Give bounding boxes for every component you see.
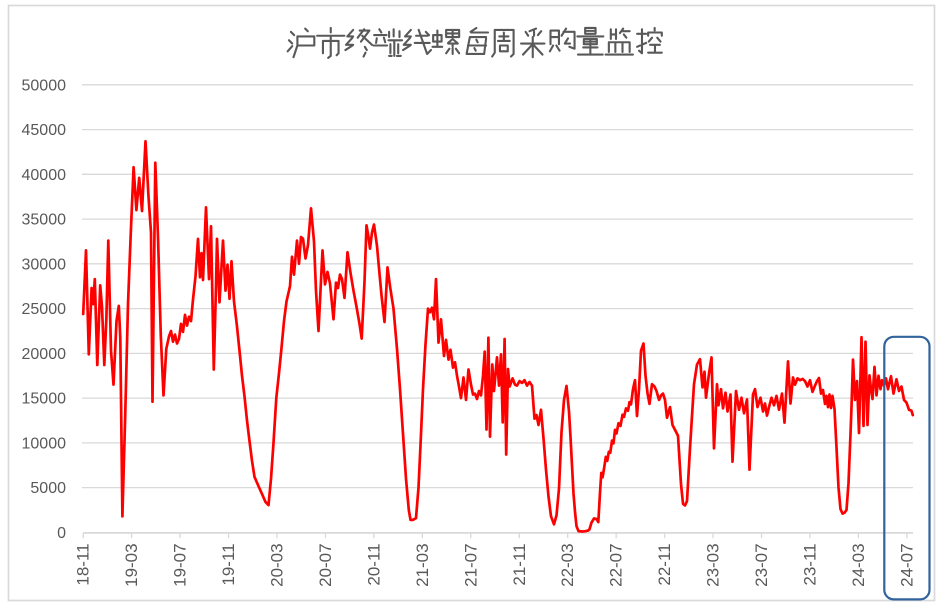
svg-text:30000: 30000 [22, 256, 67, 273]
svg-text:19-07: 19-07 [171, 543, 190, 586]
svg-text:21-03: 21-03 [413, 543, 432, 586]
svg-text:35000: 35000 [22, 212, 67, 229]
svg-text:0: 0 [57, 525, 66, 542]
svg-text:45000: 45000 [22, 122, 67, 139]
svg-text:20-07: 20-07 [316, 543, 335, 586]
svg-text:22-03: 22-03 [558, 543, 577, 586]
svg-text:21-11: 21-11 [510, 543, 529, 585]
svg-text:21-07: 21-07 [461, 543, 480, 586]
svg-text:22-11: 22-11 [655, 543, 674, 585]
svg-text:15000: 15000 [22, 391, 67, 408]
svg-text:20-11: 20-11 [364, 543, 383, 585]
svg-text:19-11: 19-11 [219, 543, 238, 585]
svg-text:19-03: 19-03 [122, 543, 141, 586]
svg-text:23-07: 23-07 [752, 543, 771, 586]
svg-text:50000: 50000 [22, 77, 67, 94]
svg-text:20000: 20000 [22, 346, 67, 363]
svg-text:25000: 25000 [22, 301, 67, 318]
svg-text:18-11: 18-11 [74, 543, 93, 585]
svg-text:24-07: 24-07 [897, 543, 916, 586]
svg-text:10000: 10000 [22, 435, 67, 452]
svg-text:20-03: 20-03 [268, 543, 287, 586]
svg-text:23-11: 23-11 [800, 543, 819, 585]
svg-text:40000: 40000 [22, 167, 67, 184]
svg-text:22-07: 22-07 [607, 543, 626, 586]
svg-text:23-03: 23-03 [704, 543, 723, 586]
svg-text:5000: 5000 [30, 480, 66, 497]
svg-text:24-03: 24-03 [849, 543, 868, 586]
